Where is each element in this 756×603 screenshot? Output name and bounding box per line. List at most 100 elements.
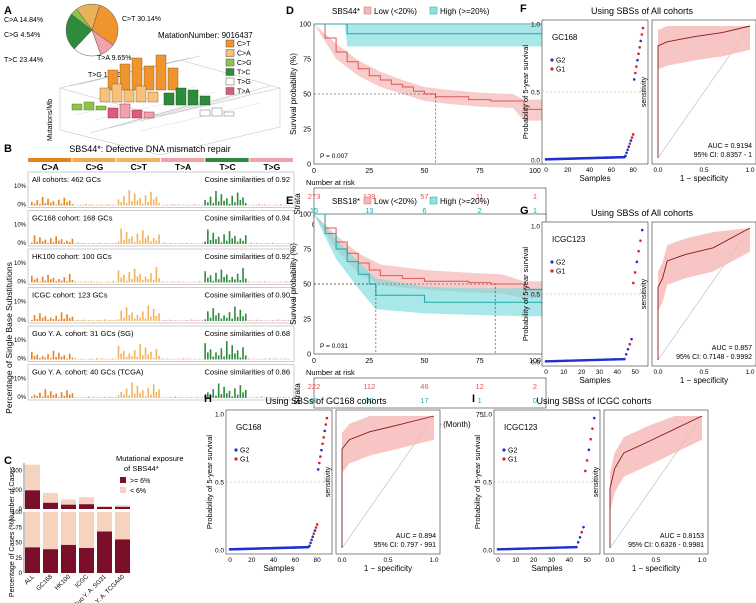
signature-bar — [171, 397, 174, 398]
signature-bar — [231, 276, 234, 283]
point-g2 — [578, 535, 582, 539]
signature-bar — [125, 280, 128, 283]
signature-bar — [177, 358, 179, 360]
bar-high-count — [115, 506, 130, 509]
signature-bar — [185, 397, 187, 398]
signature-bar — [280, 204, 282, 206]
bar-low-count — [61, 499, 76, 505]
pie-label-ct: C>T 30.14% — [122, 16, 161, 23]
signature-bar — [90, 281, 93, 283]
point-g2 — [635, 260, 639, 264]
signature-bar — [52, 201, 55, 206]
signature-bar — [39, 358, 41, 360]
signature-bar — [288, 320, 290, 321]
signature-bar — [47, 243, 49, 244]
signature-bar — [190, 281, 193, 283]
scatter-xtick: 20 — [530, 557, 538, 564]
signature-bar — [255, 397, 258, 398]
signature-bar — [239, 357, 242, 360]
roc-xtick: 0.0 — [337, 557, 346, 564]
signature-bar — [201, 358, 204, 360]
km-ytick: 0 — [307, 162, 311, 169]
signature-bar — [171, 243, 174, 244]
point-g2 — [624, 154, 627, 158]
bar-low-pct — [97, 512, 112, 532]
pie-slice-t-c — [65, 13, 93, 50]
bar-high-pct — [61, 544, 76, 573]
signature-bar — [215, 315, 217, 321]
signature-bar — [41, 196, 44, 206]
signature-bar — [166, 320, 169, 321]
scatter-xtick: 20 — [564, 167, 572, 174]
signature-bar — [93, 396, 95, 398]
signature-bar — [226, 393, 228, 398]
signature-bar — [158, 202, 160, 206]
signature-bar — [150, 191, 152, 206]
signature-row-name: GC168 cohort: 168 GCs — [32, 214, 113, 223]
scatter-xtick: 10 — [512, 557, 520, 564]
signature-bar — [47, 319, 49, 321]
point-g1 — [637, 52, 640, 56]
signature-bar — [98, 281, 101, 283]
risk-high-count: 30 — [365, 396, 373, 405]
risk-low-count: 129 — [363, 192, 376, 201]
signature-bar — [123, 350, 125, 360]
signature-bar — [255, 281, 258, 283]
risk-low-count: 46 — [420, 382, 428, 391]
point-g1 — [589, 437, 592, 441]
signature-bar — [114, 243, 117, 244]
point-g2 — [576, 540, 580, 544]
signature-bar — [166, 243, 169, 244]
km-ytick: 50 — [303, 92, 311, 99]
km-curve-high — [314, 213, 546, 303]
pie-label-cg: C>G 4.54% — [4, 32, 40, 39]
signature-bar — [174, 358, 177, 360]
km-ytick: 75 — [303, 57, 311, 64]
c-top-ytick: 200 — [12, 488, 23, 494]
signature-bar — [52, 277, 55, 283]
scatter-xlabel: Samples — [263, 564, 294, 573]
signature-bar — [182, 204, 185, 206]
signature-bar — [272, 358, 274, 360]
signature-bar — [120, 277, 122, 283]
signature-bar — [234, 279, 236, 283]
signature-bar — [74, 204, 76, 206]
signature-bar — [93, 281, 95, 283]
signature-bar — [152, 199, 155, 206]
km-high-ci-band — [314, 24, 546, 47]
signature-bar — [263, 320, 266, 321]
signature-bar — [231, 238, 234, 244]
signature-bar — [58, 397, 60, 398]
signature-bar — [209, 349, 212, 360]
signature-bar — [185, 281, 187, 283]
cohort-name: ICGC123 — [552, 235, 586, 244]
signature-bar — [182, 357, 185, 360]
signature-bar — [98, 358, 101, 360]
bar-low-count — [79, 497, 94, 505]
point-g1 — [324, 423, 328, 426]
signature-bar — [142, 279, 144, 283]
category-strip — [72, 158, 116, 162]
bar-high-pct — [97, 531, 112, 573]
signature-row-cosine: Cosine similarities of 0.92 — [205, 175, 290, 184]
signature-bar — [223, 234, 225, 244]
signature-bar — [158, 389, 160, 398]
signature-bar — [66, 202, 68, 206]
signature-bar — [68, 273, 71, 283]
scatter-ylabel: Probability of 5-year survival — [205, 435, 214, 530]
3d-bars — [71, 54, 235, 119]
signature-bar — [217, 383, 220, 398]
signature-bar — [212, 203, 215, 206]
signature-bar — [242, 197, 244, 206]
bar-low-count — [115, 505, 130, 507]
signature-bar — [236, 192, 239, 206]
scatter-ytick: 1.0 — [483, 412, 492, 419]
scatter-xtick: 60 — [608, 167, 616, 174]
signature-bar — [60, 239, 63, 244]
signature-bar — [212, 308, 215, 321]
category-label: T>G — [263, 162, 280, 172]
km-median-line — [314, 93, 436, 164]
signature-bar — [144, 276, 147, 283]
signature-bar — [228, 390, 231, 398]
